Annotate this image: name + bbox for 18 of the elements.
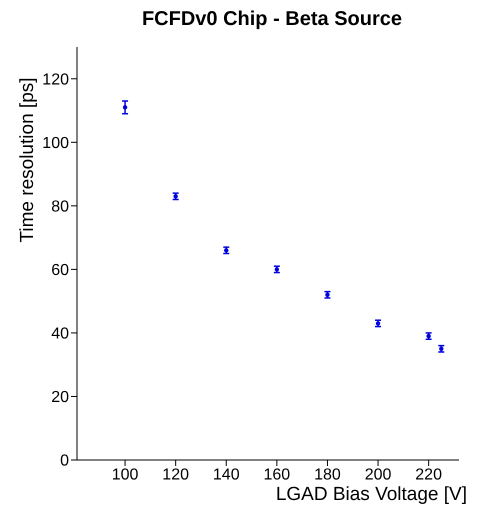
chart-title: FCFDv0 Chip - Beta Source [140, 8, 404, 31]
x-tick-label: 120 [162, 466, 190, 484]
x-tick-label: 100 [112, 466, 139, 484]
y-tick-label: 0 [60, 452, 70, 470]
y-tick-label: 40 [51, 326, 70, 343]
x-axis-title: LGAD Bias Voltage [V] [276, 484, 467, 506]
y-tick-label: 20 [51, 389, 70, 406]
x-tick-label: 200 [364, 466, 392, 484]
x-tick-label: 140 [212, 466, 240, 484]
y-axis-title: Time resolution [ps] [17, 77, 39, 243]
point [122, 105, 128, 110]
y-tick-label: 60 [51, 262, 70, 280]
y-tick-label: 80 [51, 198, 70, 216]
y-tick-label: 100 [42, 134, 70, 152]
y-tick-label: 120 [42, 71, 70, 88]
x-tick-label: 160 [264, 466, 290, 484]
x-tick-label: 220 [415, 466, 442, 484]
x-tick-label: 180 [314, 466, 341, 484]
